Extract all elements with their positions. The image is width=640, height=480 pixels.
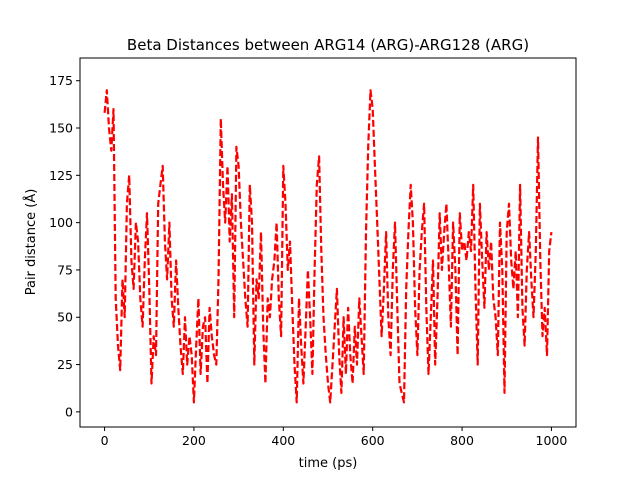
y-tick-label: 50 xyxy=(57,310,73,325)
x-tick-label: 600 xyxy=(361,433,385,448)
series-line xyxy=(103,89,553,404)
y-tick-label: 25 xyxy=(57,357,73,372)
plot-area xyxy=(80,58,576,427)
x-tick-label: 200 xyxy=(182,433,206,448)
x-tick-label: 800 xyxy=(450,433,474,448)
y-tick-label: 125 xyxy=(49,168,73,183)
y-axis: 0 25 50 75 100 125 150 175 xyxy=(49,73,80,419)
x-axis: 0 200 400 600 800 1000 xyxy=(101,427,568,448)
x-tick-label: 1000 xyxy=(536,433,568,448)
series-group xyxy=(103,89,553,404)
y-axis-label: Pair distance (Å) xyxy=(23,189,39,296)
plot-border xyxy=(79,57,577,428)
y-tick-label: 0 xyxy=(65,404,73,419)
y-tick-label: 150 xyxy=(49,121,73,136)
chart-title: Beta Distances between ARG14 (ARG)-ARG12… xyxy=(127,36,529,54)
y-tick-label: 100 xyxy=(49,215,73,230)
y-tick-label: 75 xyxy=(57,262,73,277)
x-axis-label: time (ps) xyxy=(299,456,358,471)
x-tick-label: 0 xyxy=(101,433,109,448)
y-tick-label: 175 xyxy=(49,73,73,88)
x-tick-label: 400 xyxy=(271,433,295,448)
